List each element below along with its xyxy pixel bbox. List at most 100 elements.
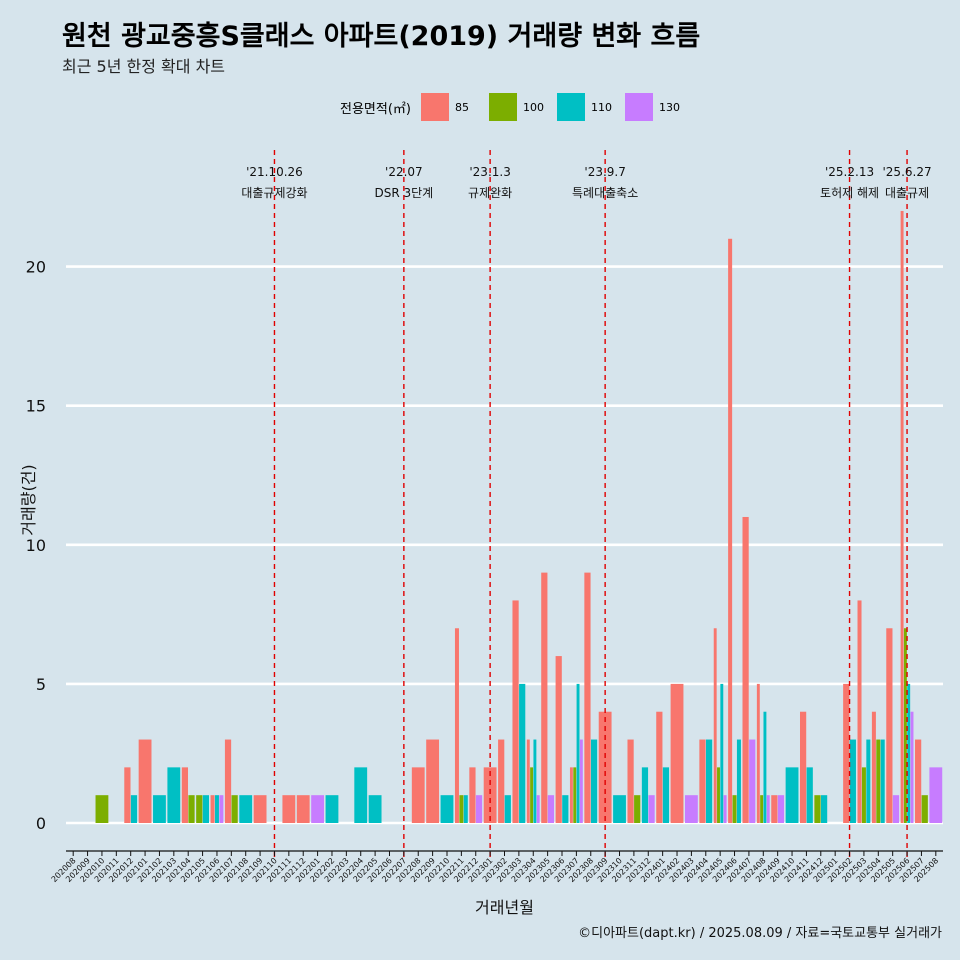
bar-130-202312 <box>648 795 655 823</box>
bar-130-202201 <box>311 795 325 823</box>
event-date-label: '21.10.26 <box>246 165 303 179</box>
legend-label-100: 100 <box>522 100 544 114</box>
bar-110-202103 <box>167 767 181 823</box>
bar-85-202406 <box>728 238 733 823</box>
legend-item-130: 130 <box>624 93 687 121</box>
bar-110-202304 <box>533 739 537 823</box>
bar-layer <box>95 210 943 823</box>
bar-85-202208 <box>411 767 425 823</box>
y-tick-label: 20 <box>26 258 46 277</box>
bar-100-202107 <box>231 795 238 823</box>
bar-85-202307 <box>569 767 573 823</box>
bar-110-202312 <box>641 767 649 823</box>
bar-130-202506 <box>910 711 914 823</box>
bar-130-202106 <box>219 795 224 823</box>
bar-110-202303 <box>519 683 526 823</box>
bar-85-202308 <box>584 572 591 823</box>
bar-110-202310 <box>613 795 626 823</box>
bar-110-202211 <box>463 795 468 823</box>
bar-85-202111 <box>282 795 296 823</box>
bar-85-202212 <box>469 767 476 823</box>
bar-110-202202 <box>325 795 339 823</box>
legend: 전용면적(㎡) 85 100 110 130 <box>340 92 693 122</box>
legend-swatch-130 <box>624 93 653 121</box>
bar-85-202502 <box>843 683 850 823</box>
event-text-label: DSR 3단계 <box>374 186 433 200</box>
bar-110-202210 <box>440 795 454 823</box>
bar-100-202412 <box>814 795 821 823</box>
bar-130-202305 <box>547 795 555 823</box>
event-date-label: '25.6.27 <box>883 165 932 179</box>
bar-85-202404 <box>699 739 706 823</box>
event-date-label: '23.9.7 <box>584 165 625 179</box>
bar-100-202406 <box>732 795 737 823</box>
event-layer: '21.10.26 대출규제강화 '22.07 DSR 3단계 '23.1.3 규제완화 '… <box>241 150 932 857</box>
legend-label-130: 130 <box>658 100 680 114</box>
bar-100-202311 <box>634 795 641 823</box>
bar-110-202502 <box>849 739 856 823</box>
bar-85-202303 <box>512 600 519 823</box>
bar-110-202504 <box>880 739 885 823</box>
bar-110-202412 <box>820 795 828 823</box>
grid-layer: 0 5 10 15 20 <box>26 258 943 833</box>
legend-item-110: 110 <box>556 93 619 121</box>
x-axis-title: 거래년월 <box>475 898 534 917</box>
legend-item-85: 85 <box>420 93 483 121</box>
bar-100-202408 <box>760 795 764 823</box>
bar-85-202503 <box>857 600 862 823</box>
bar-100-202503 <box>861 767 866 823</box>
bar-110-202306 <box>562 795 569 823</box>
bar-110-202012 <box>130 795 138 823</box>
bar-110-202106 <box>214 795 219 823</box>
bar-100-202211 <box>459 795 464 823</box>
bar-110-202405 <box>720 683 724 823</box>
bar-85-202301 <box>483 767 497 823</box>
bar-130-202405 <box>723 795 727 823</box>
bar-110-202411 <box>806 767 813 823</box>
bar-85-202504 <box>871 711 876 823</box>
bar-85-202104 <box>181 767 189 823</box>
bar-85-202505 <box>886 628 893 823</box>
bar-130-202307 <box>579 739 583 823</box>
bar-85-202507 <box>915 739 922 823</box>
event-date-label: '22.07 <box>385 165 423 179</box>
bar-110-202406 <box>736 739 741 823</box>
bar-110-202408 <box>763 711 767 823</box>
bar-85-202101 <box>138 739 152 823</box>
bar-130-202403 <box>684 795 698 823</box>
bar-100-202307 <box>573 767 577 823</box>
bar-130-202304 <box>536 795 540 823</box>
bar-110-202204 <box>354 767 368 823</box>
event-date-label: '25.2.13 <box>825 165 874 179</box>
event-text-label: 대출규제 <box>885 186 929 200</box>
bar-100-202105 <box>196 795 203 823</box>
y-tick-label: 5 <box>36 675 46 694</box>
bar-100-202507 <box>921 795 928 823</box>
bar-85-202408 <box>756 683 760 823</box>
bar-85-202012 <box>124 767 131 823</box>
bar-110-202404 <box>705 739 713 823</box>
legend-label-110: 110 <box>590 100 612 114</box>
legend-title: 전용면적(㎡) <box>340 101 411 117</box>
bar-85-202209 <box>426 739 440 823</box>
bar-130-202408 <box>766 795 770 823</box>
bar-110-202506 <box>907 683 911 823</box>
legend-swatch-110 <box>556 93 585 121</box>
y-tick-label: 15 <box>26 397 46 416</box>
bar-85-202311 <box>627 739 634 823</box>
axis-layer: 2020082020092020102020112020122021012021… <box>19 464 943 917</box>
y-axis-title: 거래량(건) <box>19 464 38 535</box>
bar-85-202302 <box>498 739 505 823</box>
legend-swatch-100 <box>488 93 517 121</box>
bar-110-202503 <box>866 739 871 823</box>
bar-110-202401 <box>662 767 670 823</box>
bar-100-202405 <box>717 767 720 823</box>
legend-swatch-85 <box>420 93 449 121</box>
bar-100-202506 <box>903 628 907 823</box>
bar-85-202407 <box>742 516 749 823</box>
bar-100-202304 <box>530 767 534 823</box>
bar-85-202305 <box>541 572 548 823</box>
bar-85-202405 <box>713 628 717 823</box>
bar-130-202407 <box>749 739 756 823</box>
